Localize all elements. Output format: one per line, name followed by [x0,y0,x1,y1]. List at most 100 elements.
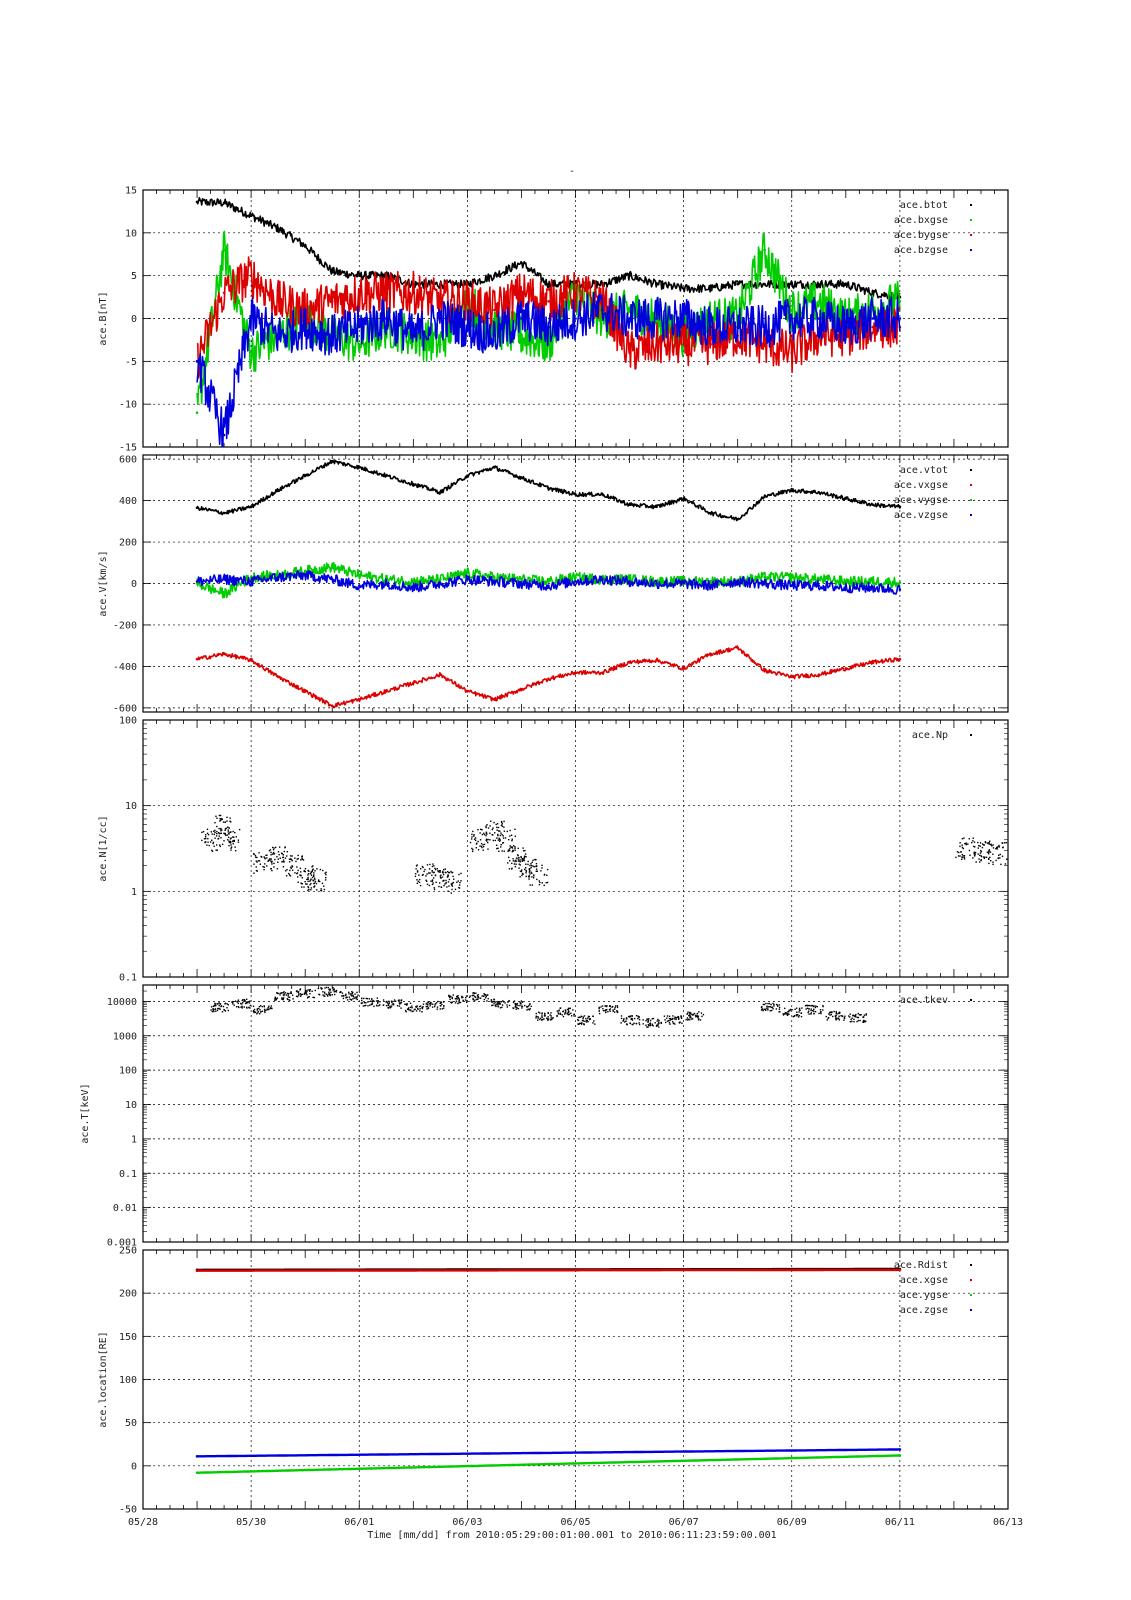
data-point [549,1014,551,1016]
data-point [807,1010,810,1012]
data-point [237,999,240,1001]
data-point [974,851,977,854]
data-point [527,863,529,866]
data-point [342,995,344,997]
data-point [330,991,332,994]
y-tick-label: 150 [119,1332,137,1343]
data-point [231,1001,233,1003]
data-point [213,830,215,833]
series-line [196,1268,901,1272]
legend: ace.tkev [900,995,972,1006]
data-point [608,1009,611,1011]
data-point [253,1010,256,1013]
data-point [425,1003,427,1005]
data-point [325,871,327,874]
data-point [506,1006,509,1008]
data-point [508,849,510,851]
data-point [426,1005,429,1008]
data-point [649,1019,652,1022]
data-point [219,1002,221,1005]
data-point [323,991,326,993]
data-point [240,1006,242,1008]
data-point [811,1010,814,1012]
data-point [515,860,518,862]
panel-frame [142,454,1009,713]
data-point [689,1018,691,1021]
data-point [642,1019,644,1021]
data-point [279,992,281,995]
data-point [813,1010,815,1012]
data-point [301,857,303,860]
data-point [991,845,993,847]
data-point [955,856,957,859]
data-point [375,1004,378,1006]
data-point [585,1019,588,1022]
data-point [261,1005,263,1008]
data-point [674,1023,676,1025]
data-point [220,830,222,832]
data-point [523,855,526,857]
data-point [853,1018,855,1021]
data-point [690,1016,692,1019]
data-point [241,1005,243,1008]
data-point [695,1016,697,1018]
data-point [671,1018,674,1020]
data-point [777,1005,779,1007]
data-point [224,829,226,831]
data-point [638,1019,641,1021]
data-point [260,855,262,858]
data-point [362,1005,365,1007]
data-point [214,1003,216,1006]
data-point [841,1015,843,1017]
data-point [295,995,298,997]
data-point [677,1018,680,1020]
data-point [864,1020,866,1023]
data-point [541,864,543,867]
data-point [460,872,462,875]
data-point [461,995,463,998]
data-point [784,1007,786,1010]
data-point [301,886,303,888]
data-point [356,996,358,998]
data-point [898,1268,902,1272]
data-point [222,248,226,252]
data-point [988,850,990,852]
data-point [231,840,234,843]
data-point [289,992,292,994]
data-point [466,474,469,478]
data-point [367,1005,369,1007]
data-point [589,1018,592,1020]
data-point [288,872,290,875]
series-group [210,986,867,1028]
data-point [519,864,521,866]
data-point [426,883,429,886]
data-point [211,833,213,835]
data-point [490,999,493,1001]
data-point [766,1005,768,1007]
data-point [439,1008,441,1010]
legend-entry-label: ace.vzgse [894,510,948,521]
data-point [219,814,222,817]
data-point [299,874,302,877]
legend-marker [970,219,972,221]
panel-frame [142,719,1009,978]
data-point [266,865,268,867]
data-point [485,838,488,840]
data-point [366,997,369,1000]
data-point [431,1006,434,1008]
data-point [426,1002,428,1004]
series-group [195,1267,902,1475]
data-point [228,827,230,829]
data-point [363,997,365,1000]
data-point [631,1023,633,1026]
data-point [656,1024,658,1026]
data-point [523,856,525,859]
data-point [620,1017,623,1020]
data-point [224,832,226,835]
data-point [371,1002,373,1005]
legend-marker [970,499,972,501]
data-point [458,999,460,1002]
data-point [604,1011,607,1014]
data-point [830,1013,833,1016]
x-tick-label: 06/01 [344,1517,374,1528]
